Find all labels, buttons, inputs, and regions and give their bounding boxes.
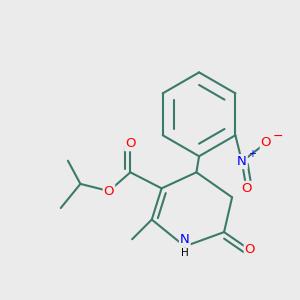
Text: O: O — [241, 182, 252, 195]
Text: O: O — [245, 243, 255, 256]
Text: −: − — [273, 130, 283, 143]
Text: H: H — [181, 248, 189, 258]
Text: O: O — [104, 184, 114, 197]
Text: O: O — [125, 137, 136, 150]
Text: N: N — [180, 233, 190, 246]
Text: +: + — [248, 148, 256, 159]
Text: O: O — [261, 136, 271, 149]
Text: N: N — [237, 155, 247, 168]
